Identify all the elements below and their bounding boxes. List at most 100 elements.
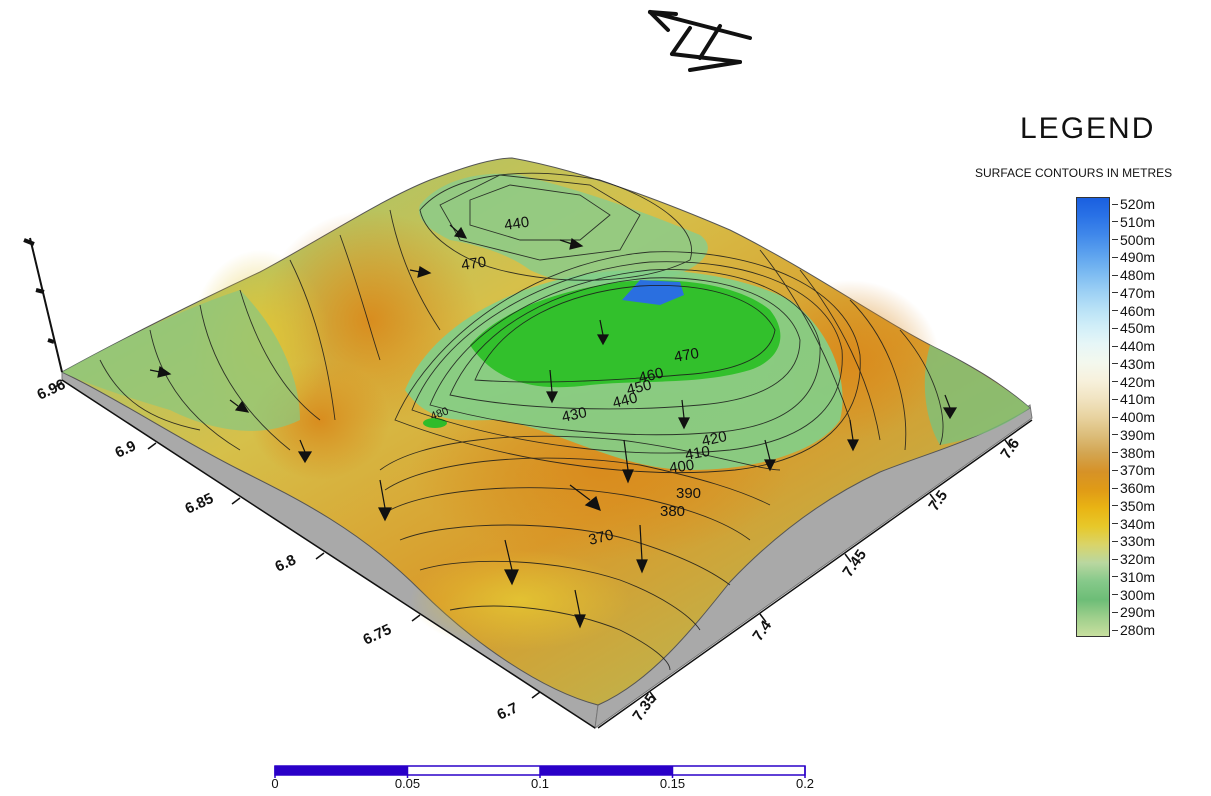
legend-entry-label: 340m	[1120, 515, 1156, 532]
legend-entry: 410m	[1112, 391, 1156, 408]
legend-entry-label: 290m	[1120, 604, 1156, 621]
legend-tick	[1112, 611, 1118, 613]
scale-bar-label: 0.2	[795, 776, 815, 791]
legend-entry: 310m	[1112, 568, 1156, 585]
legend-tick	[1112, 292, 1118, 294]
legend-entry: 280m	[1112, 622, 1156, 638]
legend-labels: 520m 510m 500m 490m 480m 470m 460m 450m 440m 430m…	[1112, 196, 1202, 638]
contour-label: 440	[503, 214, 530, 234]
legend-entry-label: 350m	[1120, 497, 1156, 514]
legend-tick	[1112, 487, 1118, 489]
left-axis-tick-label: 6.85	[183, 490, 217, 518]
legend-tick	[1112, 398, 1118, 400]
left-axis-tick-label: 6.9	[113, 437, 139, 461]
contour-label: 380	[660, 503, 685, 520]
contour-label: 410	[684, 443, 712, 464]
scale-bar-label: 0.05	[394, 776, 421, 791]
legend-tick	[1112, 345, 1118, 347]
legend-tick	[1112, 452, 1118, 453]
legend-tick	[1112, 203, 1118, 205]
contour-label: 470	[673, 345, 701, 366]
contour-lines	[99, 172, 944, 671]
contour-label: 430	[560, 404, 588, 426]
legend-entry: 290m	[1112, 604, 1156, 621]
legend-tick	[1112, 310, 1118, 311]
legend-tick	[1112, 629, 1118, 631]
legend-entry: 510m	[1112, 213, 1156, 230]
scale-bar-segment	[540, 766, 673, 775]
legend-entry-label: 520m	[1120, 196, 1156, 212]
left-axis-tick-label: 6.7	[495, 699, 521, 723]
legend-entry: 330m	[1112, 533, 1156, 550]
legend-entry-label: 310m	[1120, 568, 1156, 585]
scale-bar-segment	[275, 766, 408, 775]
contour-label: 470	[460, 254, 487, 274]
legend-entry-label: 500m	[1120, 231, 1156, 248]
left-axis-tick-label: 6.75	[361, 621, 395, 649]
scale-bar-label: 0.15	[659, 776, 686, 791]
legend-entry: 490m	[1112, 249, 1156, 266]
contour-label: 440	[611, 389, 639, 412]
contour-label: 370	[587, 526, 615, 549]
legend-tick	[1112, 256, 1118, 258]
legend-entry-label: 490m	[1120, 249, 1156, 266]
vertical-axis	[23, 237, 63, 373]
legend-tick	[1112, 239, 1118, 240]
contour-label: 400	[668, 457, 695, 477]
legend-entry: 370m	[1112, 462, 1156, 479]
legend-entry: 440m	[1112, 338, 1156, 354]
legend-entry-label: 420m	[1120, 373, 1156, 390]
legend-entry: 500m	[1112, 231, 1156, 248]
right-axis-tick-label: 7.4	[749, 617, 775, 644]
legend-tick	[1112, 274, 1118, 276]
contour-label: 450	[625, 376, 653, 399]
legend-tick	[1112, 558, 1118, 560]
legend-tick	[1112, 327, 1118, 329]
legend-entry: 450m	[1112, 320, 1155, 336]
legend-tick	[1112, 221, 1118, 223]
legend-tick	[1112, 523, 1118, 524]
legend-color-bar	[1076, 197, 1110, 637]
legend-entry: 420m	[1112, 373, 1156, 390]
legend-entry: 300m	[1112, 586, 1156, 603]
legend-entry: 520m	[1112, 196, 1156, 212]
legend-entry-label: 380m	[1120, 444, 1156, 461]
legend-entry: 430m	[1112, 356, 1155, 372]
legend-entry-label: 360m	[1120, 480, 1156, 496]
legend-entry-label: 510m	[1120, 213, 1156, 230]
legend-entry-label: 330m	[1120, 533, 1156, 550]
legend-tick	[1112, 381, 1118, 382]
legend-entry-label: 470m	[1120, 284, 1156, 301]
legend-title: LEGEND	[1020, 112, 1156, 145]
legend-entry-label: 480m	[1120, 267, 1156, 283]
legend-tick	[1112, 363, 1118, 365]
legend-tick	[1112, 594, 1118, 595]
contour-label: 460	[637, 364, 665, 387]
legend-tick	[1112, 416, 1118, 418]
contour-label: 480	[429, 405, 450, 423]
legend-tick	[1112, 469, 1118, 471]
contour-label-group: 440 470 470 460 450 440 430 420 410 400 …	[429, 214, 728, 549]
contour-label: 390	[676, 485, 701, 502]
surface-color-regions	[62, 173, 1030, 650]
legend-entry-label: 410m	[1120, 391, 1156, 408]
legend-entry-label: 390m	[1120, 426, 1156, 443]
legend-entry-label: 370m	[1120, 462, 1156, 479]
legend-entry: 340m	[1112, 515, 1156, 532]
legend-entry: 350m	[1112, 497, 1156, 514]
left-axis-tick-label: 6.8	[273, 551, 299, 575]
legend-entry-label: 440m	[1120, 338, 1156, 354]
legend-entry-label: 280m	[1120, 622, 1156, 638]
legend-entry: 470m	[1112, 284, 1156, 301]
legend-entry: 320m	[1112, 551, 1156, 567]
legend-tick	[1112, 505, 1118, 507]
legend-entry-label: 320m	[1120, 551, 1156, 567]
flow-arrows	[149, 224, 958, 629]
legend-entry: 480m	[1112, 267, 1156, 283]
legend-entry: 380m	[1112, 444, 1156, 461]
legend-tick	[1112, 540, 1118, 542]
contour-label: 420	[700, 428, 728, 450]
legend-entry-label: 300m	[1120, 586, 1156, 603]
scale-bar-label: 0.1	[530, 776, 550, 791]
